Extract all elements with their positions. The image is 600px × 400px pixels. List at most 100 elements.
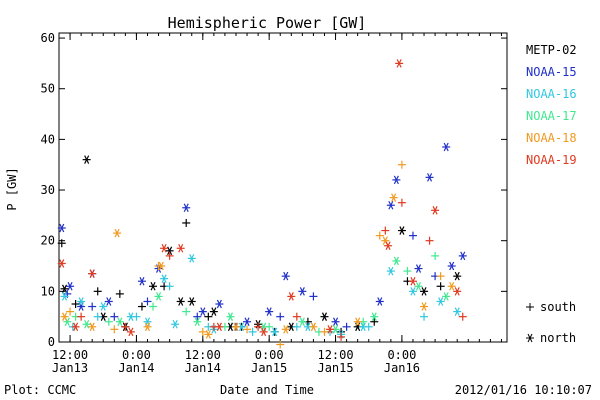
north-point [157,261,166,271]
marker-stroke [89,269,95,278]
marker-stroke [227,322,233,332]
marker-stroke [410,276,416,286]
legend: METP-02 NOAA-15 NOAA-16 NOAA-17 NOAA-18 NOAA-… [526,43,577,345]
marker-stroke [266,307,272,316]
north-point [408,287,417,296]
south-point [425,236,434,245]
x-tick-time-label: 12:00 [52,348,88,362]
north-point [436,297,445,306]
north-point [442,142,451,152]
x-axis: 12:00Jan130:00Jan1412:00Jan140:00Jan1512… [52,33,502,375]
north-point [57,223,66,233]
plot-credit: Plot: CCMC [4,383,76,397]
south-point [309,292,318,301]
legend-entry: NOAA-17 [526,109,577,123]
marker-stroke [139,276,145,286]
marker-stroke [438,297,444,306]
south-point [342,322,351,331]
x-tick-date-label: Jan13 [52,361,88,375]
marker-stroke [216,322,222,332]
north-point [77,297,86,306]
south-point [292,322,301,331]
marker-stroke [78,297,84,306]
north-point [60,312,69,321]
north-point [143,317,152,327]
x-tick-date-label: Jan14 [185,361,221,375]
marker-stroke [158,261,164,271]
north-point [88,269,97,278]
y-tick-label: 20 [41,234,55,248]
x-tick-date-label: Jan16 [384,361,420,375]
south-point [436,282,445,291]
marker-stroke [321,312,328,321]
marker-stroke [454,307,460,316]
legend-marker-label: north [540,331,576,345]
north-point [187,254,196,263]
marker-stroke [211,307,217,316]
north-point [453,307,462,316]
chart-title: Hemispheric Power [GW] [168,14,367,32]
south-point [165,251,174,260]
north-point [359,322,368,332]
marker-stroke [144,322,151,332]
south-point [143,297,152,306]
marker-stroke [150,282,156,291]
south-point [93,312,102,321]
south-point [182,218,191,227]
north-point [395,59,404,68]
marker-stroke [393,256,399,266]
marker-stroke [360,322,366,332]
y-tick-label: 60 [41,31,55,45]
north-point [447,261,456,271]
legend-entry: NOAA-16 [526,87,577,101]
marker-stroke [59,259,65,268]
north-point [160,244,169,253]
marker-stroke [385,241,391,251]
south-point [137,302,146,311]
x-tick-time-label: 0:00 [387,348,416,362]
south-point [458,312,467,321]
north-point [414,282,423,291]
north-point [154,292,163,301]
north-point [384,241,393,251]
south-point [93,287,102,296]
south-point [204,312,213,321]
marker-stroke [415,282,422,291]
marker-stroke [161,244,167,253]
north-point [420,302,429,311]
south-point [397,160,406,169]
north-point [386,266,395,276]
marker-stroke [272,327,278,337]
north-point [60,292,69,301]
marker-stroke [114,228,120,238]
marker-stroke [410,287,416,296]
north-point [408,276,417,286]
x-tick-time-label: 12:00 [317,348,353,362]
north-point [82,320,91,329]
marker-stroke [172,320,178,329]
south-point [320,327,329,336]
x-tick-date-label: Jan15 [251,361,287,375]
marker-stroke [399,226,405,235]
x-axis-label: Date and Time [220,383,314,397]
north-point [193,317,202,327]
north-point [309,322,318,332]
south-point [431,251,440,260]
north-point [414,264,423,273]
north-point [66,282,75,291]
legend-entry: NOAA-19 [526,153,577,167]
marker-stroke [178,297,184,306]
marker-stroke [327,325,333,334]
north-point [386,200,395,210]
x-tick-date-label: Jan15 [317,361,353,375]
marker-stroke [167,246,173,256]
north-point [226,312,235,321]
marker-stroke [333,325,339,334]
south-point [243,325,252,334]
south-point [370,317,379,326]
x-tick-time-label: 12:00 [185,348,221,362]
north-point [397,226,406,235]
south-point [88,302,97,311]
north-point [63,317,72,327]
south-point [198,327,207,336]
